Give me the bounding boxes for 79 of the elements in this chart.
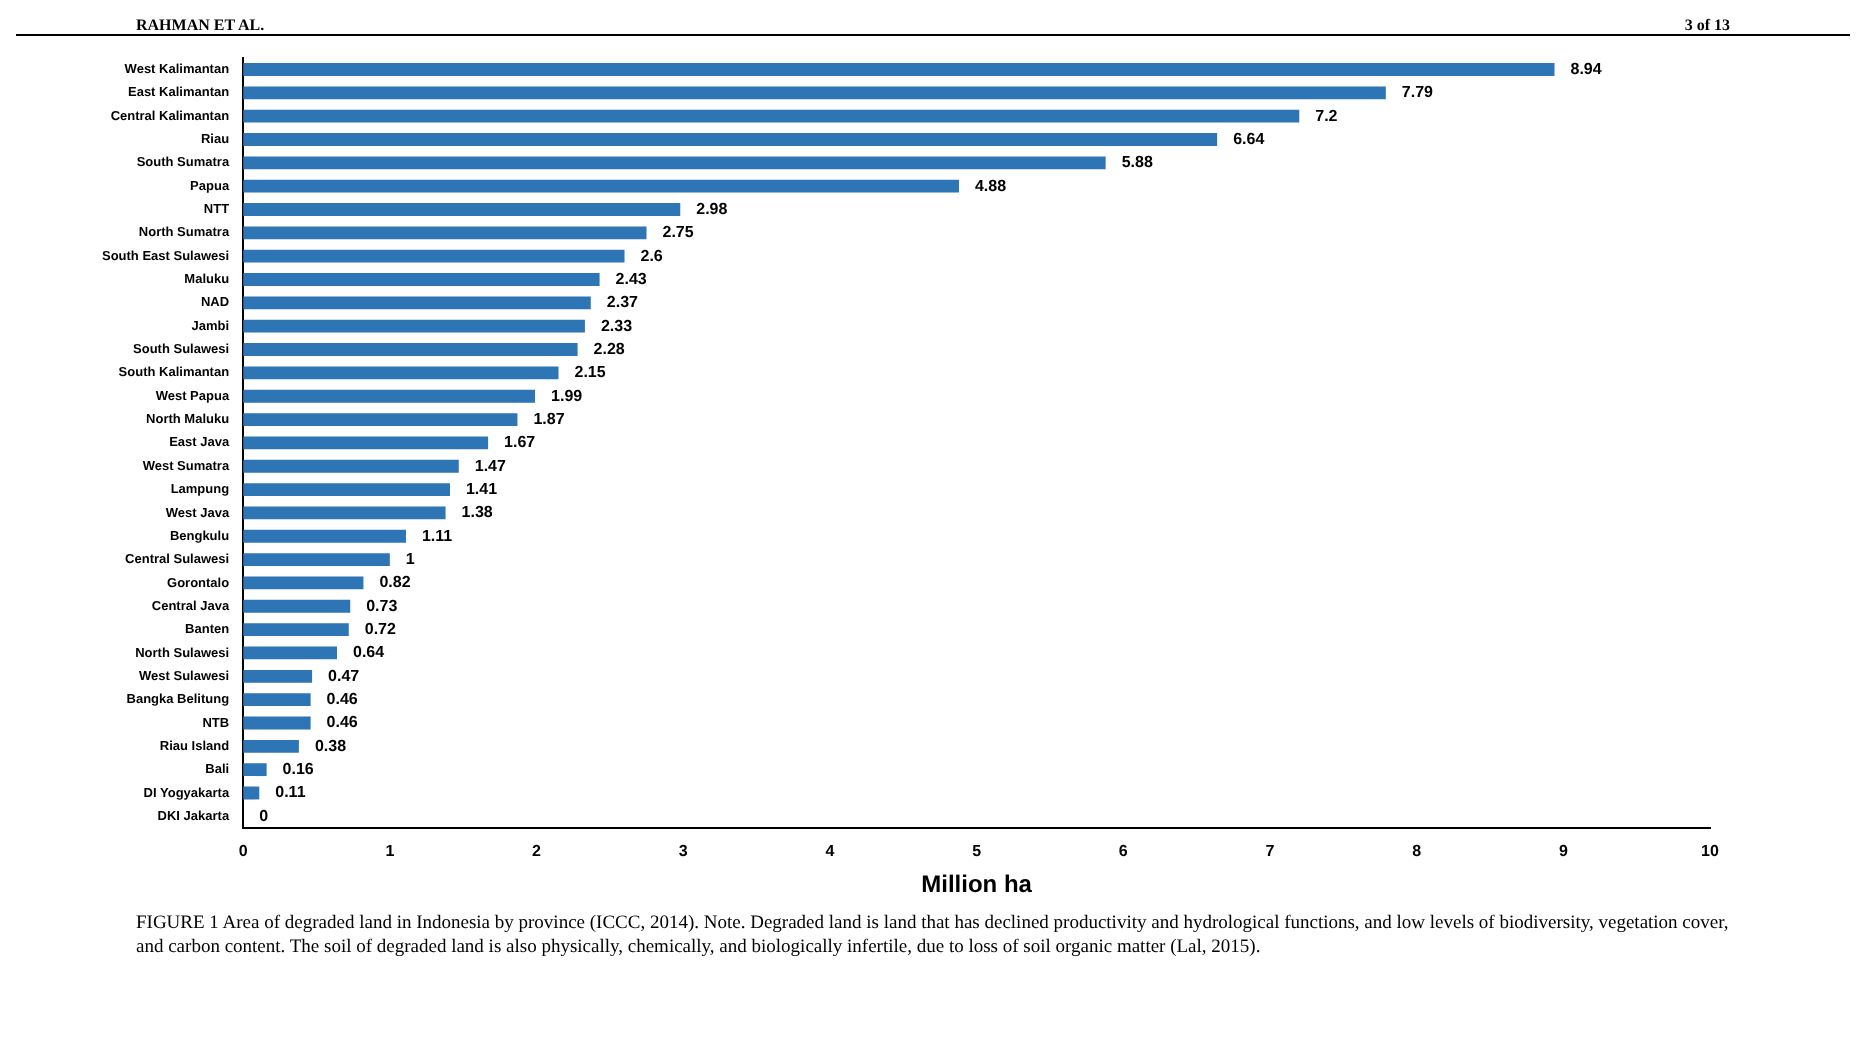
data-label: 0.38 bbox=[314, 736, 348, 755]
bar bbox=[243, 763, 267, 777]
x-tick-label: 6 bbox=[1118, 842, 1129, 861]
bar bbox=[243, 529, 406, 543]
bar bbox=[243, 109, 1300, 123]
bar bbox=[243, 436, 489, 450]
bar bbox=[243, 553, 390, 567]
bar bbox=[243, 156, 1106, 170]
data-label: 0.11 bbox=[275, 783, 307, 802]
bar bbox=[243, 343, 578, 356]
data-label: 0.46 bbox=[326, 690, 359, 709]
data-label: 2.6 bbox=[640, 246, 664, 265]
x-tick-label: 5 bbox=[972, 842, 983, 861]
data-label: 2.98 bbox=[696, 199, 729, 218]
text: RAHMAN ET AL. bbox=[136, 16, 265, 34]
data-label: 2.15 bbox=[574, 363, 607, 382]
x-tick-label: 9 bbox=[1558, 842, 1569, 861]
data-label: 0.82 bbox=[379, 573, 412, 592]
x-tick-label: 10 bbox=[1701, 842, 1720, 861]
bar bbox=[243, 86, 1386, 100]
data-label: 1.41 bbox=[465, 479, 499, 498]
bar bbox=[243, 716, 311, 730]
data-label: 2.28 bbox=[593, 339, 626, 358]
x-tick-label: 3 bbox=[678, 842, 689, 861]
x-tick-label: 2 bbox=[532, 842, 543, 861]
bar bbox=[243, 389, 536, 403]
bar bbox=[243, 179, 959, 193]
bar bbox=[243, 319, 585, 333]
data-label: 5.88 bbox=[1121, 153, 1154, 172]
x-tick-label: 1 bbox=[385, 842, 396, 861]
caption: FIGURE 1 Area of degraded land in Indonesia by province (ICCC, 2014). Note. Degraded land is land that has declined productivity and hydrological functions, and low levels of biodiversity, vegetation cover, and carbon content. The soil of degraded land is also physically, chemically, and biologically infertile, due to loss of soil organic matter (Lal, 2015). bbox=[134, 912, 1731, 962]
data-label: 0.64 bbox=[353, 643, 386, 662]
bar bbox=[243, 133, 1218, 146]
bar bbox=[243, 366, 559, 380]
data-label: 2.33 bbox=[600, 316, 634, 335]
data-label: 2.37 bbox=[606, 293, 640, 312]
data-label: 0.16 bbox=[282, 760, 315, 779]
data-label: 1.47 bbox=[474, 456, 508, 475]
bar bbox=[243, 296, 591, 310]
bar bbox=[243, 576, 364, 590]
data-label: 1 bbox=[405, 550, 416, 568]
data-label: 0 bbox=[259, 806, 270, 825]
data-label: 0.73 bbox=[366, 596, 399, 615]
data-label: 0.47 bbox=[328, 666, 361, 685]
data-label: 7.2 bbox=[1315, 106, 1339, 125]
data-label: 6.64 bbox=[1233, 129, 1266, 148]
data-label: 1.38 bbox=[461, 503, 494, 522]
bar bbox=[243, 483, 450, 496]
bar bbox=[243, 693, 311, 707]
data-label: 1.11 bbox=[421, 526, 454, 545]
data-label: 1.99 bbox=[551, 386, 584, 405]
data-label: 0.46 bbox=[326, 713, 359, 732]
bar bbox=[243, 459, 459, 473]
x-tick-label: 0 bbox=[238, 842, 249, 861]
data-label: 7.79 bbox=[1401, 83, 1435, 102]
data-label: 1.67 bbox=[504, 433, 537, 452]
bar bbox=[243, 273, 600, 286]
data-label: 8.94 bbox=[1570, 59, 1603, 78]
bar bbox=[243, 599, 351, 613]
data-label: 2.75 bbox=[662, 223, 695, 242]
x-axis-title: Million ha bbox=[921, 870, 1033, 899]
data-label: 2.43 bbox=[615, 269, 648, 288]
bar bbox=[243, 506, 446, 520]
x-tick-label: 8 bbox=[1412, 842, 1423, 861]
bar bbox=[243, 226, 647, 240]
bar bbox=[243, 249, 625, 263]
data-label: 4.88 bbox=[974, 176, 1008, 195]
bar bbox=[243, 646, 338, 660]
bar bbox=[243, 63, 1555, 76]
text: 3 of 13 bbox=[1684, 16, 1730, 34]
bar bbox=[243, 623, 349, 637]
data-label: 0.72 bbox=[364, 620, 397, 639]
x-tick-label: 4 bbox=[825, 842, 836, 861]
bar bbox=[243, 669, 313, 683]
bar bbox=[243, 739, 299, 753]
data-label: 1.87 bbox=[533, 409, 566, 428]
bar bbox=[243, 203, 681, 216]
bar bbox=[243, 413, 518, 426]
x-tick-label: 7 bbox=[1265, 842, 1276, 861]
